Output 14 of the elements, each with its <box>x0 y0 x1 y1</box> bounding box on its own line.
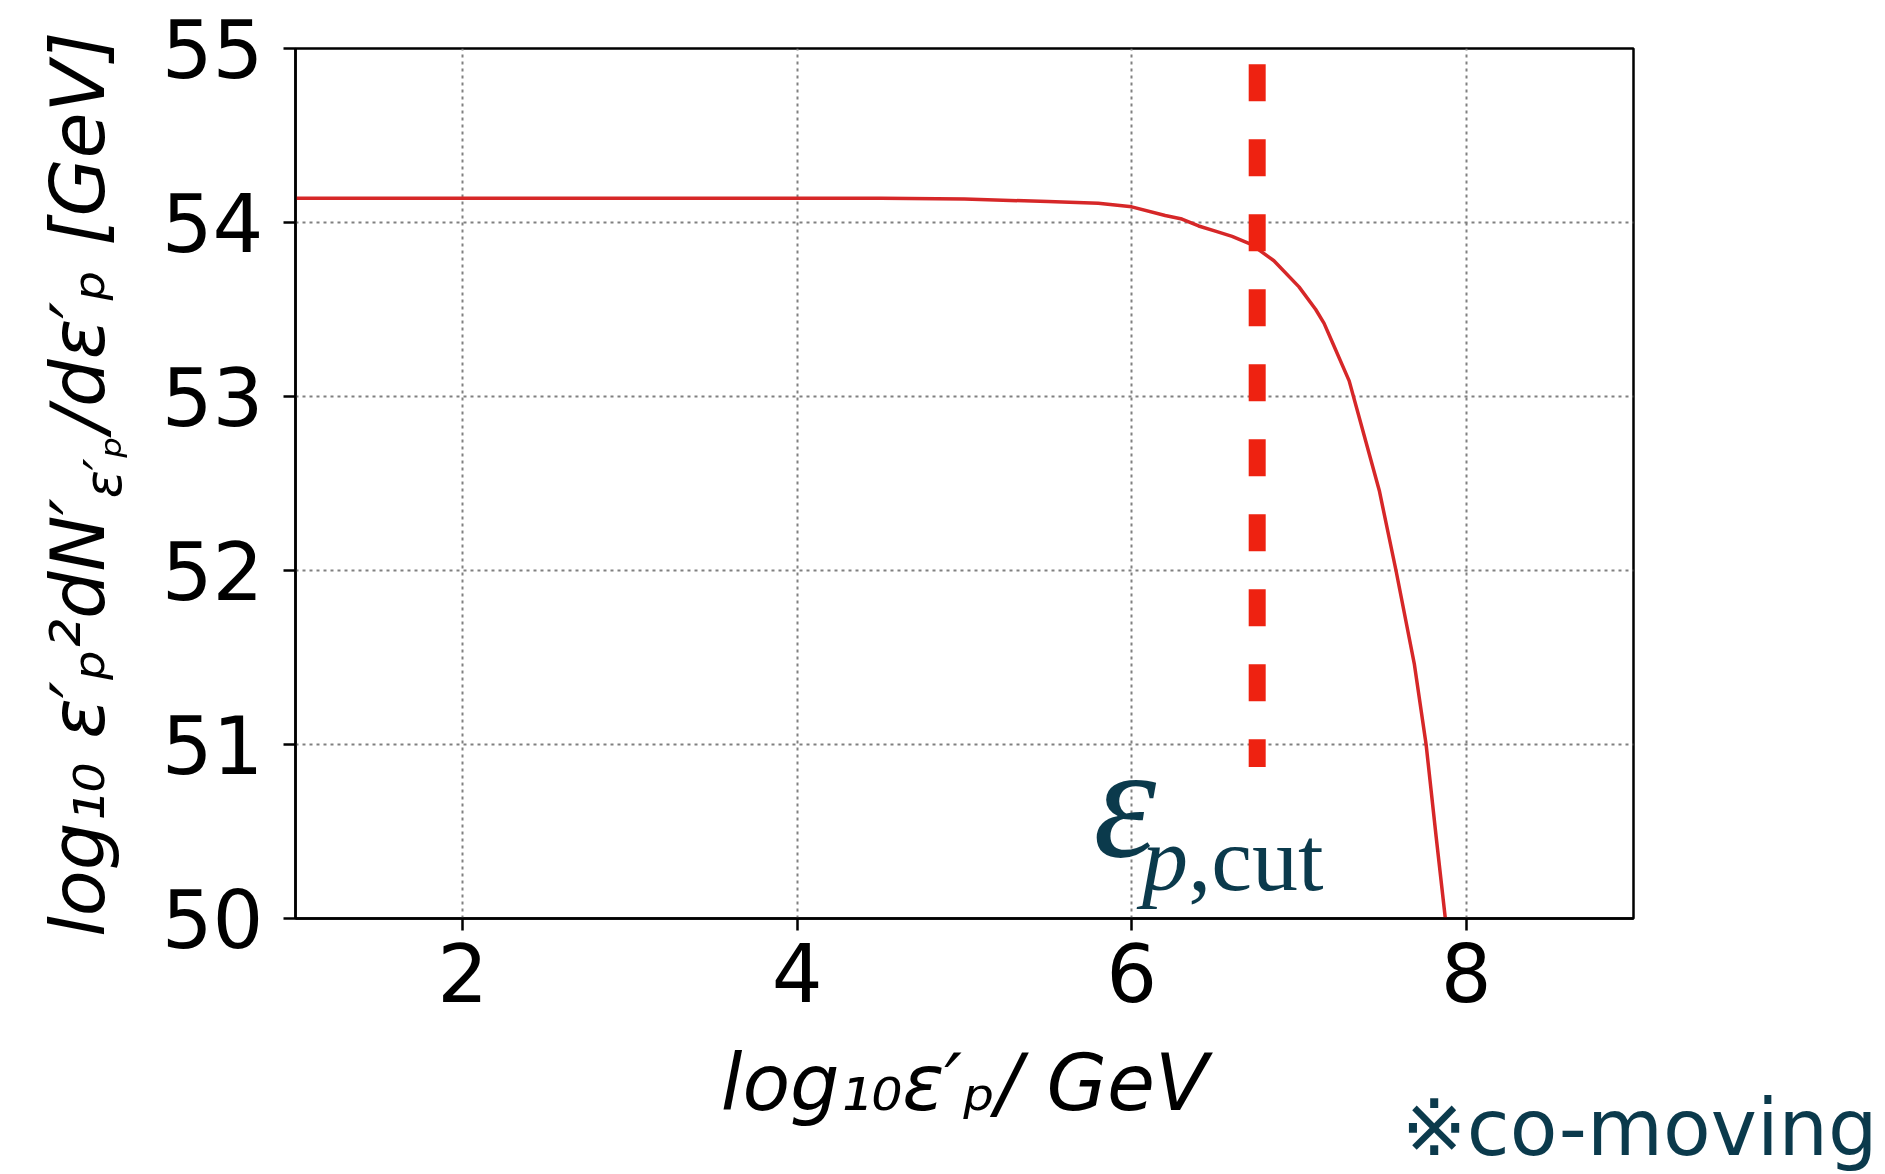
y-tick-label: 52 <box>161 526 264 619</box>
line-series <box>295 196 1448 919</box>
y-axis-title: log₁₀ ε′ₚ²dN′ε′ₚ/dε′ₚ [GeV] <box>34 31 134 938</box>
y-tick-label: 51 <box>161 700 264 793</box>
text: ※co-moving <box>1401 1082 1878 1173</box>
x-axis-title: log₁₀ε′ₚ/ GeV <box>720 1037 1213 1128</box>
y-tick-label: 53 <box>161 352 264 445</box>
x-tick-label: 4 <box>771 927 823 1021</box>
x-tick-label: 8 <box>1440 927 1492 1021</box>
y-tick-label: 50 <box>161 874 264 967</box>
x-tick-label: 2 <box>437 927 489 1021</box>
y-tick-label: 55 <box>161 4 264 97</box>
y-tick-label: 54 <box>161 178 264 271</box>
x-tick-label: 6 <box>1106 927 1158 1021</box>
